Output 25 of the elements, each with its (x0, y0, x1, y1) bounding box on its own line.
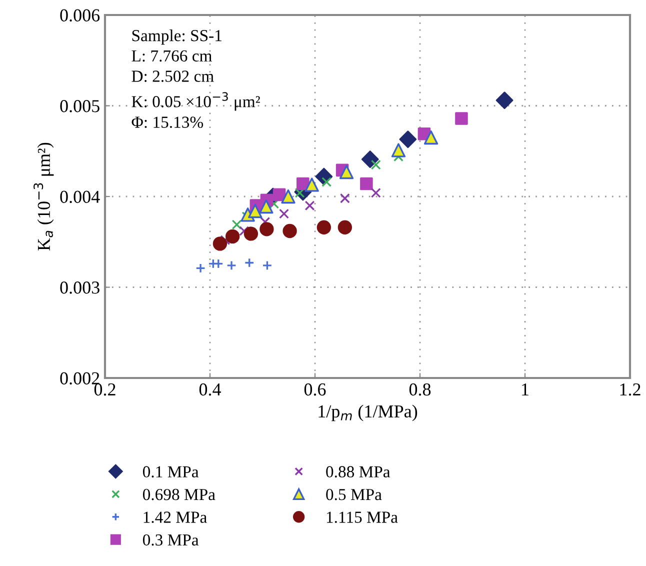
annotation: D: 2.502 cm (132, 70, 214, 82)
x-tick-label: 0.2 (94, 383, 116, 396)
x-tick-label: 1.2 (620, 383, 640, 396)
legend-label: 0.88 MPa (326, 466, 390, 478)
legend-label: 0.3 MPa (142, 534, 199, 546)
annotation: Φ: 15.13% (132, 116, 204, 128)
annotation: Sample: SS-1 (132, 30, 222, 45)
legend-label: 0.698 MPa (142, 488, 216, 500)
legend-label: 0.1 MPa (142, 466, 199, 478)
x-tick-label: 0.6 (304, 383, 326, 396)
x-axis-title: 1/p$_{m}$ (1/MPa) (318, 404, 418, 422)
legend-label: 1.115 MPa (326, 512, 398, 523)
annotation: L: 7.766 cm (132, 50, 212, 62)
legend-label: 0.5 MPa (326, 488, 382, 500)
y-tick-label: 0.003 (60, 282, 100, 294)
x-tick-label: 0.8 (409, 383, 431, 396)
y-tick-label: 0.006 (60, 9, 100, 22)
x-tick-label: 1 (522, 383, 528, 396)
y-axis-title: K$_{a}$ (10$^{−3}$ μm²) (34, 142, 54, 251)
legend-label: 1.42 MPa (144, 512, 207, 523)
x-tick-label: 0.4 (199, 383, 222, 396)
y-tick-label: 0.002 (60, 372, 100, 385)
y-tick-label: 0.005 (60, 100, 100, 112)
annotation: K: 0.05 ×10$^{−3}$ μm² (132, 92, 260, 111)
y-tick-label: 0.004 (60, 190, 100, 204)
